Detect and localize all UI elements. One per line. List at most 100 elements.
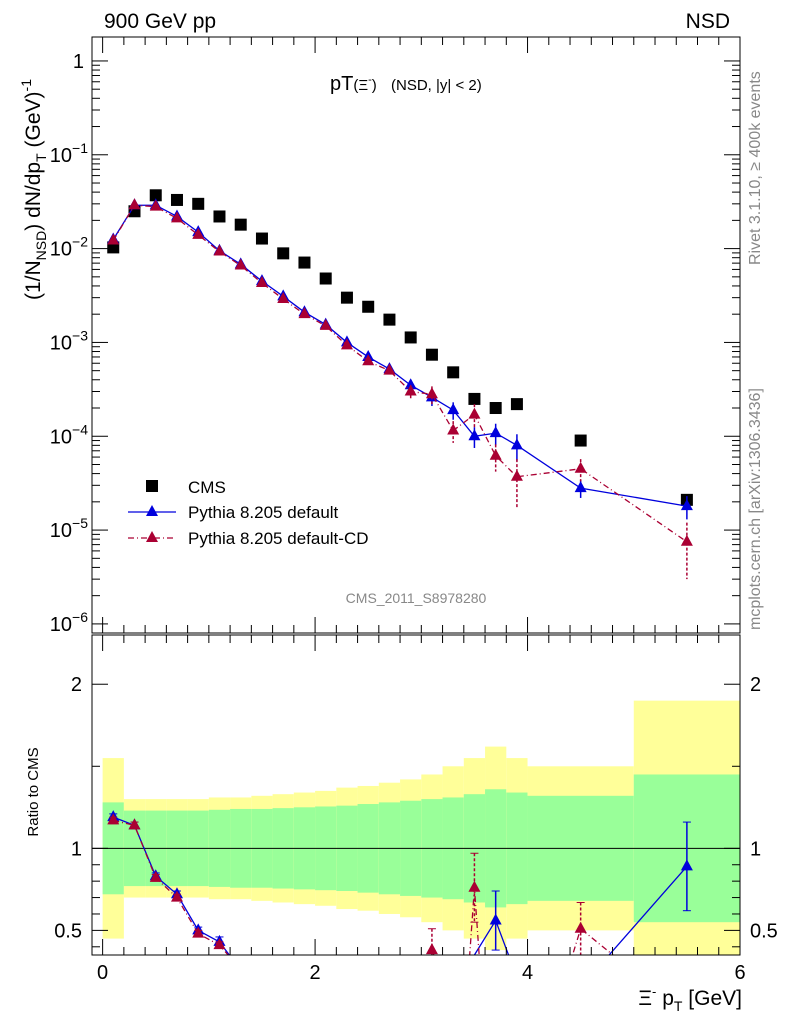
pythia-cd-point <box>340 338 353 350</box>
ratio-y-label: Ratio to CMS <box>25 747 42 836</box>
pythia-cd-point <box>255 275 268 287</box>
cms-point <box>425 348 438 361</box>
ratio-x-tick-label: 0 <box>97 962 108 984</box>
pythia-cd-point <box>362 354 375 366</box>
pythia-default-line <box>112 204 687 507</box>
ratio-cd-point <box>128 818 141 830</box>
legend-cms-label: CMS <box>188 478 226 497</box>
main-y-tick-label: 10−3 <box>50 327 88 354</box>
cms-point <box>149 189 162 202</box>
legend-default-label: Pythia 8.205 default <box>188 503 339 522</box>
cms-point <box>383 313 396 326</box>
ratio-cd-point <box>468 880 481 892</box>
pythia-default-point <box>468 429 481 441</box>
pythia-cd-point <box>319 318 332 330</box>
pythia-default-point <box>447 403 460 415</box>
ratio-x-ticks: 0 2 4 6 <box>97 635 746 984</box>
ratio-uncertainty-bands <box>102 700 740 955</box>
ratio-x-label: Ξ- pT [GeV] <box>638 984 742 1014</box>
cms-point <box>192 197 205 210</box>
ratio-x-tick-label: 6 <box>734 962 745 984</box>
ratio-y-tick-label: 0.5 <box>54 920 82 942</box>
main-data-marks <box>107 189 693 580</box>
pythia-cd-point <box>468 407 481 419</box>
pythia-default-point <box>680 499 693 511</box>
ratio-y-tick-label: 2 <box>71 674 82 696</box>
pythia-cd-point <box>149 199 162 211</box>
main-y-tick-label: 10−6 <box>50 609 88 636</box>
pythia-cd-point <box>574 461 587 473</box>
pythia-cd-point <box>234 258 247 270</box>
ratio-cd-point <box>107 813 120 825</box>
cms-point <box>255 232 268 245</box>
cms-point <box>340 291 353 304</box>
ratio-plot-frame <box>91 634 741 956</box>
cms-point <box>170 193 183 206</box>
ratio-x-tick-label: 4 <box>522 962 533 984</box>
ratio-cd-point <box>170 890 183 902</box>
pythia-cd-point <box>510 469 523 481</box>
main-plot-frame <box>91 36 741 634</box>
ratio-panel: 0.5 0.5 1 1 2 2 0 2 4 6 <box>54 634 778 984</box>
main-title-suffix: (NSD, |y| < 2) <box>391 77 482 94</box>
ratio-data-marks <box>107 810 693 955</box>
ratio-cd-point <box>149 870 162 882</box>
pythia-default-point <box>404 378 417 390</box>
main-y-tick-label: 1 <box>73 51 84 73</box>
cms-point <box>404 331 417 344</box>
pythia-cd-point <box>489 448 502 460</box>
pythia-cd-point <box>170 211 183 223</box>
pythia-cd-point <box>107 233 120 245</box>
pythia-default-point <box>574 481 587 493</box>
main-y-tick-label: 10−1 <box>50 140 88 167</box>
cms-point <box>213 210 226 223</box>
legend-cd-label: Pythia 8.205 default-CD <box>188 529 369 548</box>
ratio-cd-point <box>574 921 587 933</box>
ratio-y-ticks: 0.5 0.5 1 1 2 2 <box>54 674 778 948</box>
analysis-id: CMS_2011_S8978280 <box>346 590 487 606</box>
pythia-cd-point <box>404 384 417 396</box>
mcplots-label: mcplots.cern.ch [arXiv:1306.3436] <box>747 388 764 630</box>
cms-point <box>510 398 523 411</box>
legend: CMS Pythia 8.205 default Pythia 8.205 de… <box>128 478 369 548</box>
pythia-cd-point <box>213 244 226 256</box>
ratio-cd-point <box>192 926 205 938</box>
main-y-tick-label: 10−2 <box>50 234 88 261</box>
header-right: NSD <box>686 10 730 33</box>
cms-point <box>574 434 587 447</box>
pythia-default-point <box>510 438 523 450</box>
main-panel: 1 10−1 10−2 10−3 10−4 10−5 10−6 <box>50 36 741 636</box>
main-y-ticks: 1 10−1 10−2 10−3 10−4 10−5 10−6 <box>50 37 741 636</box>
cms-point <box>319 272 332 285</box>
header-left: 900 GeV pp <box>104 10 216 33</box>
pythia-cd-line <box>112 204 688 543</box>
legend-cd-marker <box>146 531 158 542</box>
pythia-cd-point <box>298 307 311 319</box>
cms-point <box>234 218 247 231</box>
ratio-cd-point <box>213 938 226 950</box>
pythia-cd-point <box>192 227 205 239</box>
ratio-y-tick-label: 1 <box>71 838 82 860</box>
pythia-cd-point <box>383 363 396 375</box>
ratio-default-point <box>680 859 693 871</box>
ratio-cd-line <box>113 819 615 955</box>
pythia-cd-point <box>425 387 438 399</box>
main-y-tick-label: 10−4 <box>50 421 88 448</box>
cms-point <box>447 366 460 379</box>
pythia-cd-point <box>277 292 290 304</box>
ratio-x-tick-label: 2 <box>310 962 321 984</box>
legend-cms-marker <box>146 480 158 492</box>
ratio-y-tick-label-right: 2 <box>750 674 761 696</box>
legend-default-marker <box>146 505 158 516</box>
rivet-label: Rivet 3.1.10, ≥ 400k events <box>747 71 764 265</box>
cms-point <box>277 247 290 260</box>
cms-point <box>298 256 311 269</box>
pythia-default-point <box>489 426 502 438</box>
main-title: pT(Ξ-) <box>330 73 377 95</box>
ratio-y-tick-label-right: 0.5 <box>750 920 778 942</box>
main-y-label: (1/NNSD) dN/dpT (GeV)-1 <box>18 79 49 300</box>
main-y-tick-label: 10−5 <box>50 515 88 542</box>
cms-point <box>489 402 502 415</box>
cms-point <box>468 392 481 405</box>
